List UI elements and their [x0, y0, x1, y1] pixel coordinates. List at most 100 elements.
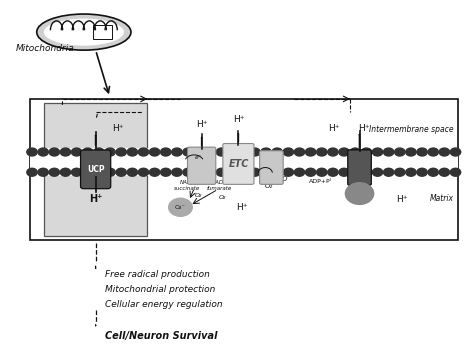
Circle shape	[383, 168, 394, 176]
FancyBboxPatch shape	[348, 150, 371, 185]
Circle shape	[250, 168, 260, 176]
Circle shape	[105, 148, 115, 156]
Circle shape	[383, 148, 394, 156]
Text: H₂O: H₂O	[275, 177, 289, 182]
Text: H⁺: H⁺	[358, 124, 370, 133]
Text: H⁺: H⁺	[89, 194, 102, 204]
Text: NADH
succinate: NADH succinate	[174, 180, 201, 191]
Circle shape	[283, 168, 293, 176]
Circle shape	[116, 148, 127, 156]
FancyBboxPatch shape	[188, 147, 216, 184]
Circle shape	[238, 148, 249, 156]
Circle shape	[428, 168, 438, 176]
Circle shape	[127, 148, 137, 156]
Circle shape	[205, 168, 216, 176]
Text: Cellular energy regulation: Cellular energy regulation	[105, 300, 223, 309]
Text: NAD⁺
fumarate: NAD⁺ fumarate	[207, 180, 232, 191]
Circle shape	[394, 148, 405, 156]
Circle shape	[72, 148, 82, 156]
Circle shape	[250, 148, 260, 156]
Circle shape	[394, 168, 405, 176]
Circle shape	[216, 168, 227, 176]
Text: UCP: UCP	[87, 165, 104, 174]
Circle shape	[94, 168, 104, 176]
Text: Intermembrane space: Intermembrane space	[369, 125, 454, 134]
FancyBboxPatch shape	[260, 151, 283, 184]
Text: H⁺: H⁺	[361, 195, 373, 204]
Circle shape	[38, 148, 48, 156]
Text: Mitochondria: Mitochondria	[16, 44, 74, 53]
Circle shape	[138, 148, 149, 156]
Circle shape	[439, 168, 449, 176]
Circle shape	[116, 168, 127, 176]
FancyBboxPatch shape	[81, 150, 111, 189]
Circle shape	[283, 148, 293, 156]
Circle shape	[372, 148, 383, 156]
Bar	[44, 103, 147, 236]
Circle shape	[60, 168, 71, 176]
Circle shape	[317, 168, 327, 176]
Circle shape	[428, 148, 438, 156]
Circle shape	[406, 168, 416, 176]
Text: Cell/Neuron Survival: Cell/Neuron Survival	[105, 331, 218, 341]
Text: H⁺: H⁺	[396, 195, 408, 204]
Ellipse shape	[44, 19, 124, 46]
Circle shape	[417, 168, 427, 176]
Circle shape	[272, 148, 283, 156]
Circle shape	[27, 168, 37, 176]
Circle shape	[194, 168, 204, 176]
Circle shape	[450, 148, 461, 156]
Text: ADP+Pᴵ: ADP+Pᴵ	[309, 179, 331, 184]
Circle shape	[361, 148, 372, 156]
Bar	[30, 99, 458, 240]
Circle shape	[228, 148, 238, 156]
Circle shape	[49, 168, 60, 176]
Circle shape	[361, 168, 372, 176]
Circle shape	[27, 148, 37, 156]
Circle shape	[105, 168, 115, 176]
Circle shape	[172, 148, 182, 156]
Circle shape	[161, 168, 171, 176]
Text: Matrix: Matrix	[430, 194, 454, 203]
Circle shape	[228, 168, 238, 176]
Circle shape	[439, 148, 449, 156]
Circle shape	[49, 148, 60, 156]
Circle shape	[372, 168, 383, 176]
Text: H₂O: H₂O	[350, 172, 364, 178]
Circle shape	[305, 168, 316, 176]
Circle shape	[339, 168, 349, 176]
Text: O₂: O₂	[265, 183, 273, 189]
Circle shape	[317, 148, 327, 156]
Text: e⁻: e⁻	[194, 155, 201, 160]
Circle shape	[328, 148, 338, 156]
Circle shape	[261, 168, 271, 176]
Circle shape	[346, 183, 374, 205]
FancyBboxPatch shape	[223, 143, 254, 184]
Text: Free radical production: Free radical production	[105, 270, 210, 278]
Circle shape	[82, 148, 93, 156]
Circle shape	[328, 168, 338, 176]
Bar	[93, 25, 112, 39]
Circle shape	[149, 168, 160, 176]
Circle shape	[161, 148, 171, 156]
Circle shape	[183, 148, 193, 156]
Circle shape	[294, 168, 305, 176]
Circle shape	[82, 168, 93, 176]
Text: H⁺: H⁺	[196, 120, 208, 129]
Text: H⁺: H⁺	[233, 115, 244, 124]
Circle shape	[205, 148, 216, 156]
Circle shape	[72, 168, 82, 176]
Circle shape	[216, 148, 227, 156]
Circle shape	[238, 168, 249, 176]
Ellipse shape	[36, 14, 131, 50]
Circle shape	[94, 148, 104, 156]
Circle shape	[450, 168, 461, 176]
Text: ATP: ATP	[382, 165, 401, 174]
Circle shape	[194, 148, 204, 156]
Circle shape	[294, 148, 305, 156]
Circle shape	[417, 148, 427, 156]
Circle shape	[350, 148, 360, 156]
Circle shape	[305, 148, 316, 156]
Circle shape	[127, 168, 137, 176]
Circle shape	[149, 148, 160, 156]
